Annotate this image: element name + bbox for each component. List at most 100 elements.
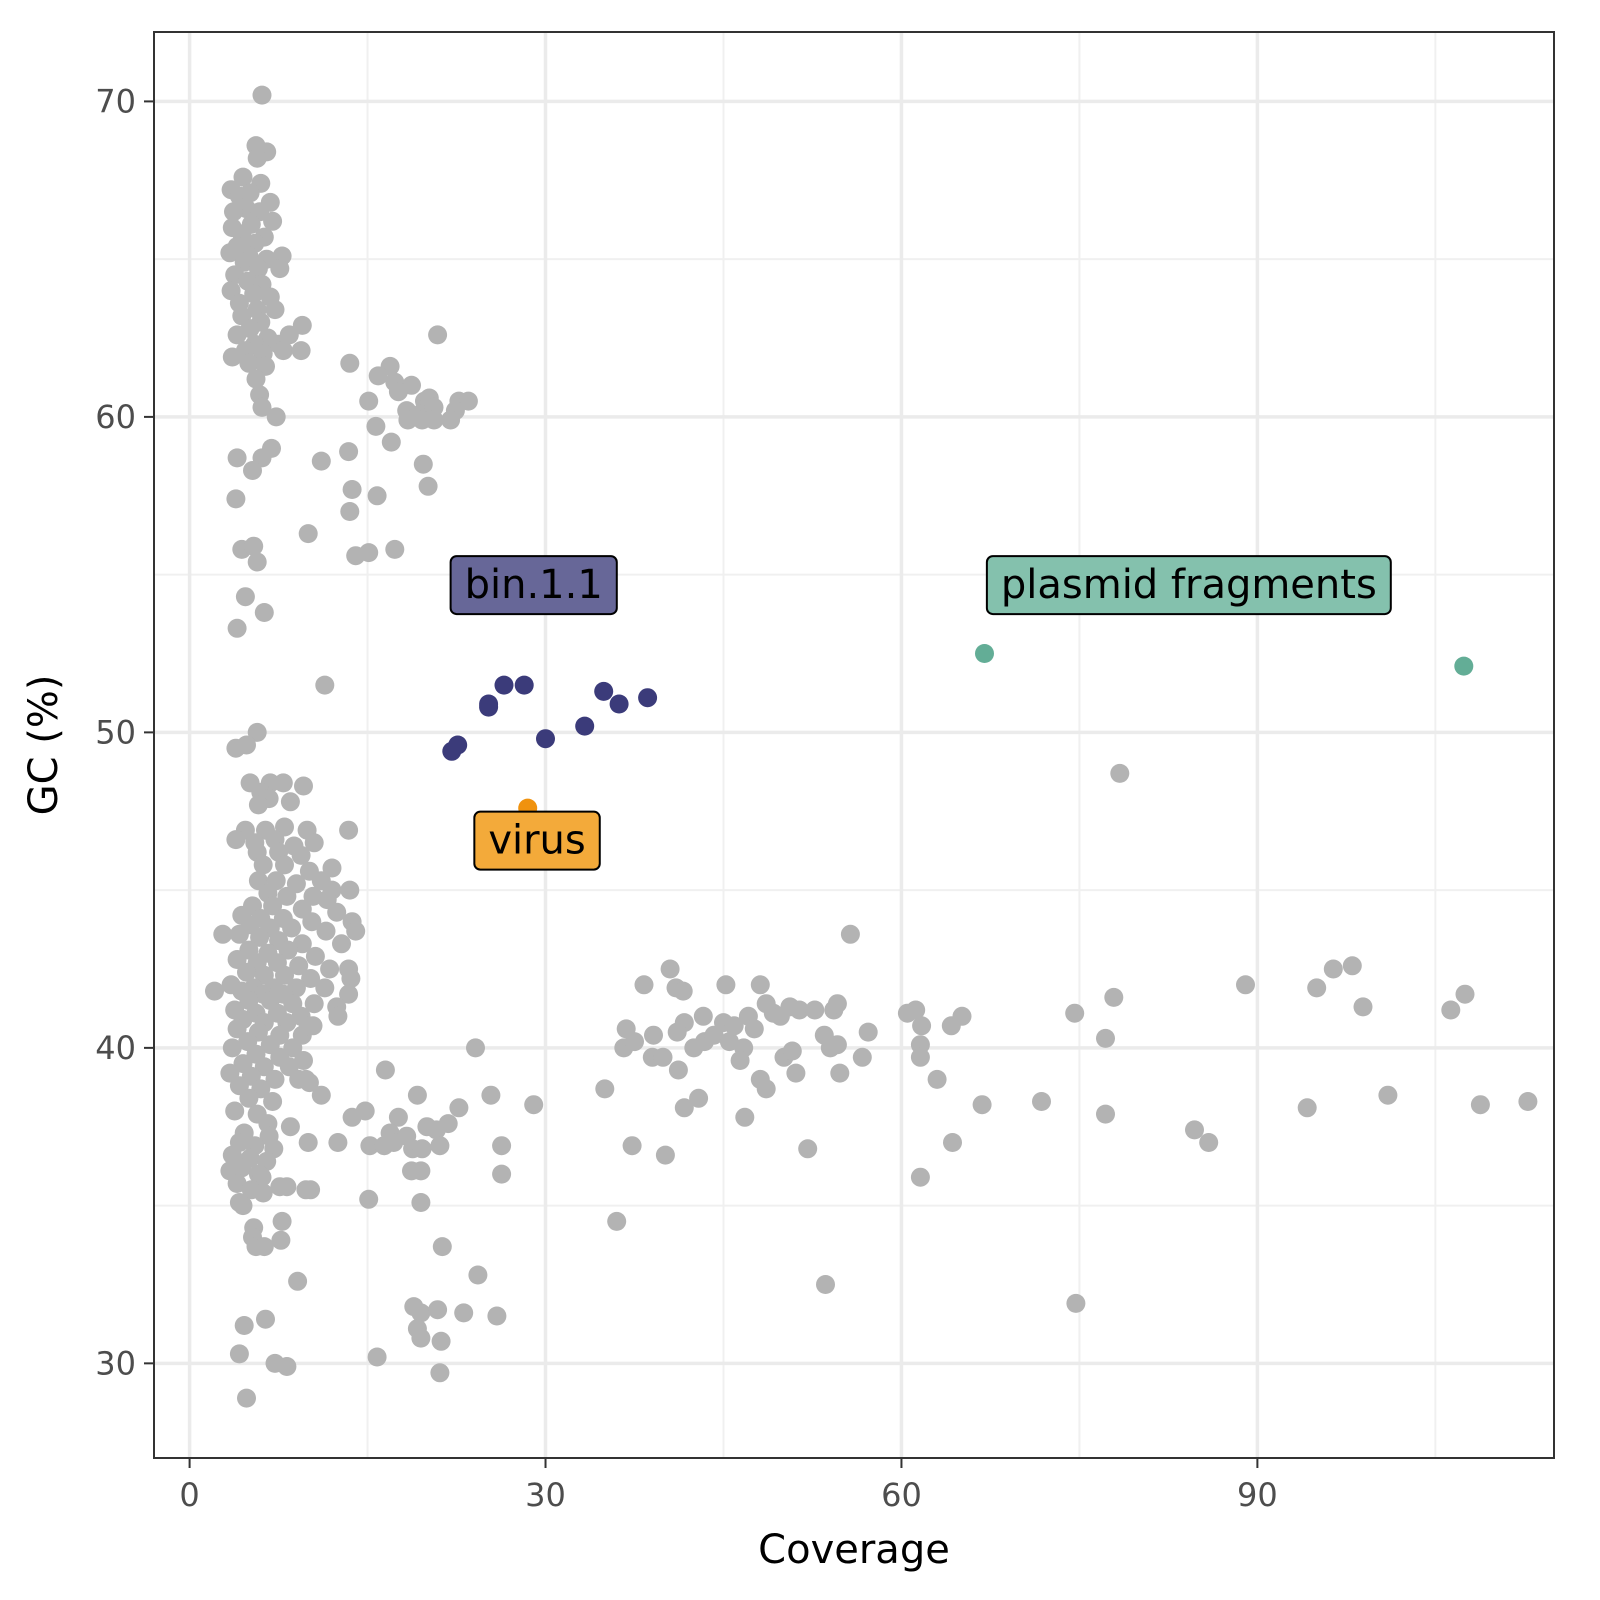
other-point [388,1107,408,1127]
other-point [398,410,418,430]
other-point [275,855,294,875]
other-point [524,1095,544,1115]
other-point [277,1357,297,1376]
other-point [411,1161,431,1181]
other-point [1455,984,1475,1004]
other-point [275,965,294,985]
other-point [432,1237,452,1257]
other-point [315,675,335,695]
other-point [237,962,256,982]
other-point [273,773,293,793]
other-point [943,1133,962,1152]
annotation-bin: bin.1.1 [449,555,618,616]
other-point [222,1038,242,1058]
other-point [243,461,262,480]
other-point [385,539,405,559]
other-point [1342,956,1362,976]
other-point [282,918,302,938]
other-point [315,978,335,998]
other-point [487,1306,507,1326]
other-point [247,722,267,742]
other-point [298,524,318,544]
other-point [252,397,272,417]
other-point [634,975,654,995]
other-point [234,1316,254,1335]
other-point [927,1069,947,1089]
other-point [1441,1000,1461,1020]
bin-point [575,716,595,736]
other-point [595,1079,615,1099]
data-points [205,85,1538,1408]
other-point [858,1022,878,1042]
other-point [301,969,321,988]
other-point [253,855,273,875]
other-point [316,921,336,941]
other-point [756,1079,776,1099]
other-point [910,1047,930,1067]
other-point [254,603,274,622]
other-point [280,792,300,812]
bin-point [479,694,499,714]
other-point [1096,1028,1115,1048]
other-point [355,1101,375,1121]
y-axis-title: GC (%) [21,675,67,816]
other-point [247,148,267,168]
bin-point [494,675,514,695]
other-point [381,432,401,452]
other-point [296,1069,316,1089]
other-point [972,1095,992,1115]
other-point [339,984,359,1004]
other-point [449,1098,469,1118]
other-point [424,410,444,430]
other-point [222,347,242,367]
annotation-label: virus [488,818,585,864]
other-point [1518,1092,1538,1111]
other-point [213,924,233,944]
other-point [1307,978,1327,998]
annotation-box [985,555,1392,616]
other-point [430,1363,450,1383]
other-point [786,1063,806,1083]
other-point [250,927,270,947]
other-point [910,1167,930,1187]
other-point [744,1019,764,1039]
other-point [304,833,324,853]
other-point [1353,997,1373,1017]
other-point [952,1006,972,1026]
other-point [229,924,249,944]
x-axis-title: Coverage [758,1527,950,1573]
other-point [340,353,360,373]
other-point [1470,1095,1490,1115]
other-point [320,959,340,979]
other-point [1378,1085,1398,1105]
other-point [716,975,736,995]
annotation-box [473,810,601,871]
other-point [253,1183,273,1203]
other-point [254,1057,274,1077]
axis-ticks: 0 30 60 90 30 40 50 60 70 [95,82,1277,1514]
other-point [360,1136,380,1156]
other-point [816,1275,835,1294]
other-point [367,1347,387,1367]
other-point [239,353,259,373]
other-point [1110,763,1130,783]
other-point [270,259,290,279]
other-point [247,552,267,572]
other-point [205,981,224,1001]
y-tick-label: 40 [95,1029,136,1067]
other-point [411,1193,431,1212]
other-point [359,391,379,411]
other-point [235,587,255,607]
other-point [368,366,388,386]
other-point [233,1196,253,1216]
other-point [653,1047,673,1067]
other-point [237,1388,256,1408]
other-point [278,940,298,960]
other-point [240,183,260,203]
other-point [827,994,847,1014]
other-point [625,1032,644,1052]
other-point [366,416,386,436]
other-point [375,1060,395,1080]
bin-point [514,675,534,695]
